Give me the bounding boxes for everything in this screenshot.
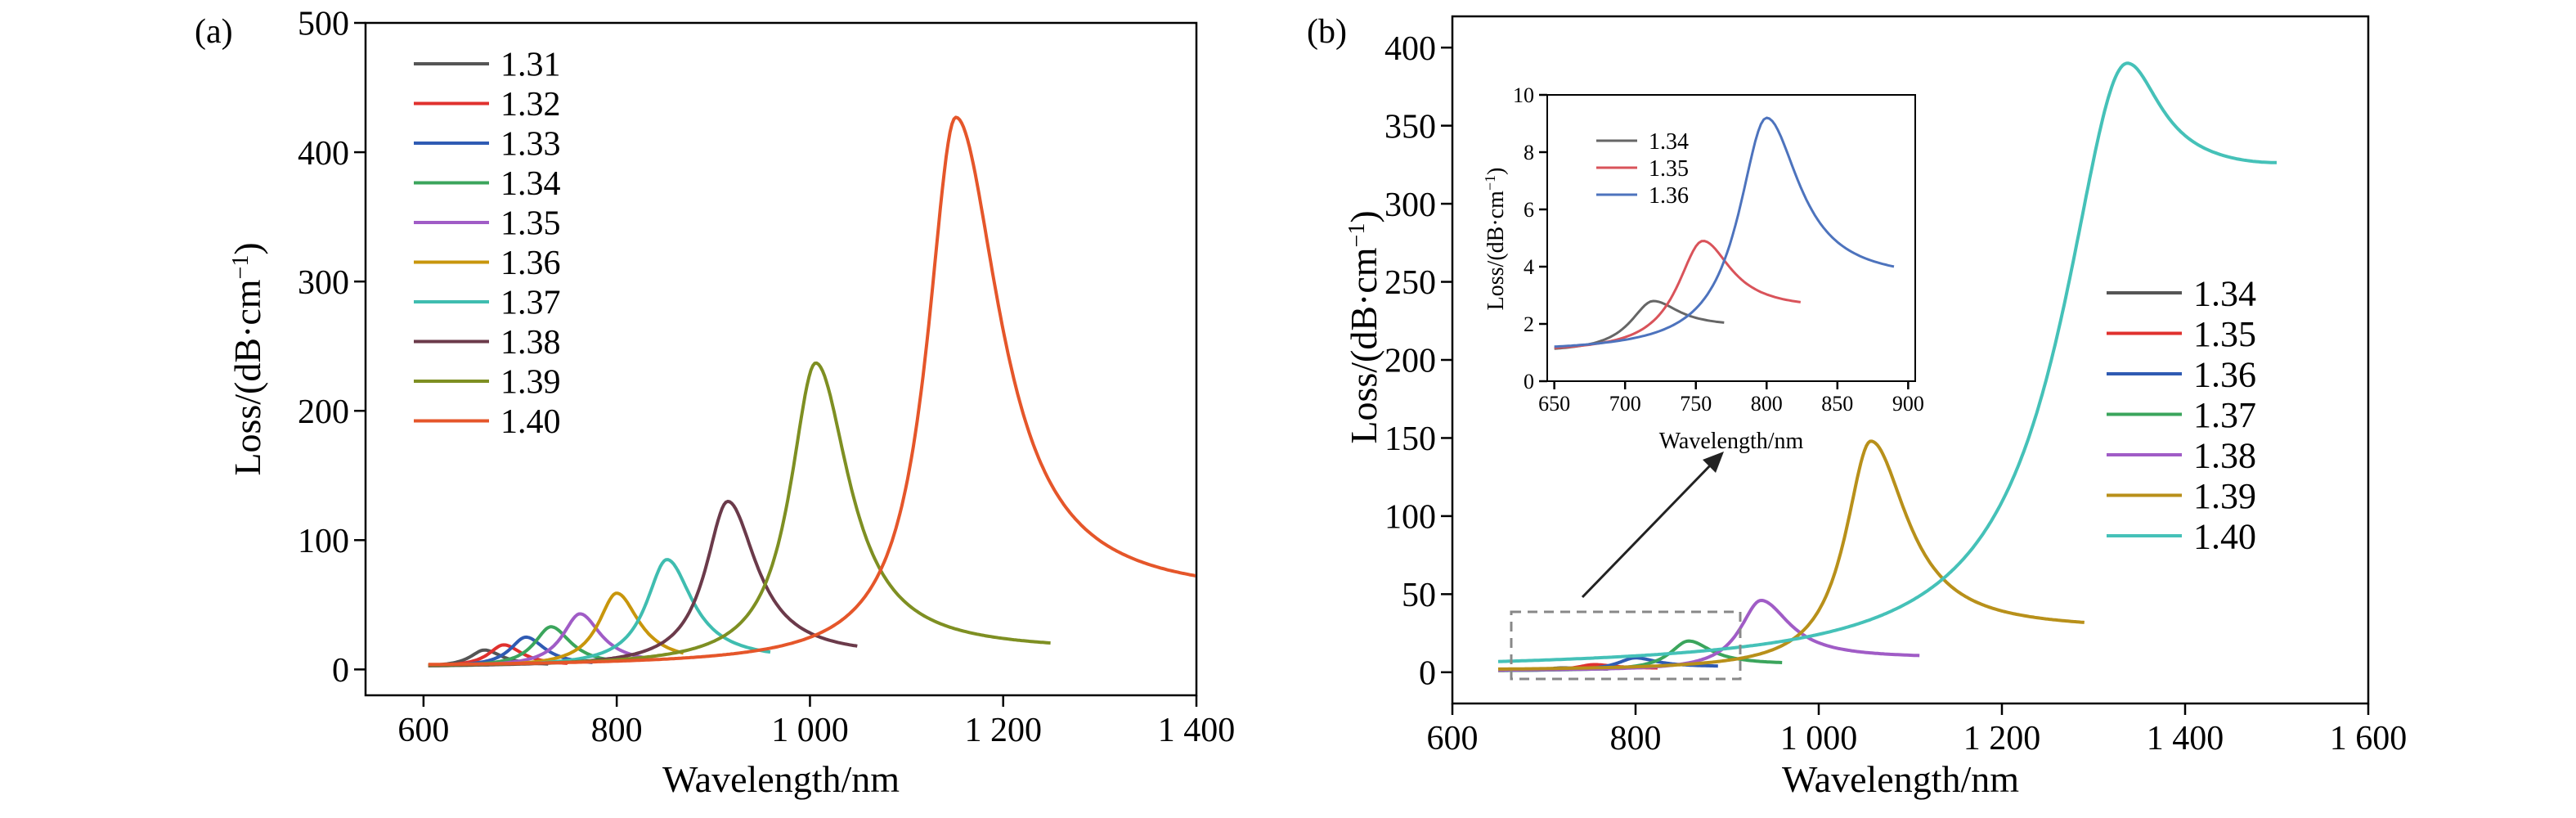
panel-a-ticks: 600 800 1 000 1 200 1 400 0 100 200 300 400 500 (298, 6, 1235, 749)
panel-a-legend-label: 1.36 (500, 245, 561, 282)
panel-a-y-tick-label: 100 (298, 523, 349, 560)
zoom-region-box (1510, 610, 1742, 681)
inset-x-axis-label: Wavelength/nm (1659, 429, 1804, 454)
inset-legend-label: 1.34 (1649, 129, 1689, 155)
inset-ticks: 650 700 750 800 850 900 0 2 4 6 8 10 (1513, 83, 1924, 416)
panel-b-y-axis-label: Loss/(dB·cm−1) (1343, 210, 1384, 443)
panel-b-series-line-1.40 (1497, 61, 2277, 663)
inset-chart: 650 700 750 800 850 900 0 2 4 6 8 10 1.341.351.36 W… (1482, 83, 1924, 454)
panel-b-legend: 1.341.351.361.371.381.391.40 (2107, 273, 2256, 556)
panel-b-y-tick-label: 150 (1384, 420, 1436, 458)
panel-a-label: (a) (195, 13, 233, 51)
panel-a-legend-label: 1.37 (500, 285, 561, 322)
panel-a-y-axis-label-sup: −1 (228, 255, 254, 280)
panel-b-legend-label: 1.39 (2193, 476, 2256, 516)
panel-b-x-tick-label: 1 400 (2147, 720, 2224, 757)
panel-b-label: (b) (1307, 13, 1347, 51)
panel-a-legend: 1.311.321.331.341.351.361.371.381.391.40 (414, 47, 561, 441)
panel-a-legend-label: 1.35 (500, 205, 561, 243)
inset-series (1554, 116, 1895, 350)
panel-a-x-tick-label: 800 (591, 712, 643, 749)
panel-a-x-tick-label: 600 (397, 712, 449, 749)
inset-y-tick-label: 6 (1524, 198, 1534, 222)
inset-legend-label: 1.36 (1649, 183, 1689, 209)
panel-a-y-tick-label: 0 (332, 652, 349, 690)
inset-legend: 1.341.351.36 (1596, 129, 1689, 209)
inset-x-tick-label: 850 (1821, 392, 1853, 416)
inset-legend-label: 1.35 (1649, 156, 1689, 182)
inset-x-tick-label: 900 (1892, 392, 1924, 416)
panel-b-x-tick-label: 1 600 (2330, 720, 2408, 757)
panel-b-series-line-1.39 (1497, 439, 2085, 671)
panel-b-legend-label: 1.35 (2193, 314, 2256, 354)
panel-a-y-tick-label: 400 (298, 135, 349, 173)
panel-b: (b) 600 800 1 000 1 200 1 400 1 6000501001502… (1307, 13, 2407, 800)
panel-b-x-tick-label: 600 (1427, 720, 1479, 757)
panel-a-legend-label: 1.32 (500, 86, 561, 124)
inset-y-axis-label-sup: −1 (1482, 175, 1498, 191)
inset-y-tick-label: 0 (1524, 370, 1534, 393)
panel-b-y-tick-label: 250 (1384, 264, 1436, 302)
panel-a-legend-label: 1.40 (500, 403, 561, 441)
panel-b-y-axis-label-close: ) (1343, 210, 1384, 222)
zoom-arrow-head (1703, 452, 1724, 473)
panel-a-x-axis-label: Wavelength/nm (662, 758, 900, 800)
panel-b-y-tick-label: 100 (1384, 499, 1436, 537)
panel-a-y-tick-label: 200 (298, 393, 349, 431)
panel-b-series (1497, 61, 2277, 672)
panel-a-y-tick-label: 300 (298, 264, 349, 302)
panel-a-y-axis-label-main: Loss/(dB·cm (227, 279, 268, 475)
inset-x-tick-label: 750 (1680, 392, 1712, 416)
panel-a-series (428, 115, 1196, 667)
panel-a-plot-frame (364, 21, 1198, 697)
panel-b-y-tick-label: 350 (1384, 108, 1436, 146)
panel-a: (a) 600 800 1 000 1 200 1 400 0 100 200 300 400 50… (195, 6, 1235, 800)
inset-x-tick-label: 800 (1751, 392, 1783, 416)
panel-b-y-tick-label: 50 (1402, 577, 1436, 614)
inset-y-axis-label-close: ) (1483, 168, 1509, 175)
panel-b-y-tick-label: 300 (1384, 187, 1436, 224)
panel-b-legend-label: 1.34 (2193, 273, 2256, 313)
panel-a-legend-label: 1.34 (500, 165, 561, 203)
inset-series-line-1.36 (1554, 116, 1895, 348)
panel-a-y-axis-label: Loss/(dB·cm−1) (227, 242, 268, 475)
panel-b-y-axis-label-main: Loss/(dB·cm (1343, 247, 1384, 443)
panel-a-legend-label: 1.31 (500, 47, 561, 84)
inset-y-tick-label: 8 (1524, 141, 1534, 164)
zoom-arrow-line (1581, 458, 1717, 599)
inset-y-axis-label-main: Loss/(dB·cm (1483, 191, 1509, 310)
panel-a-x-tick-label: 1 200 (964, 712, 1042, 749)
panel-a-legend-label: 1.33 (500, 126, 561, 164)
panel-b-x-axis-label: Wavelength/nm (1782, 758, 2019, 800)
inset-y-tick-label: 10 (1513, 83, 1534, 107)
inset-y-axis-label: Loss/(dB·cm−1) (1482, 168, 1509, 311)
panel-b-legend-label: 1.37 (2193, 395, 2256, 435)
panel-b-y-tick-label: 200 (1384, 343, 1436, 380)
panel-b-x-tick-label: 1 200 (1963, 720, 2041, 757)
inset-y-tick-label: 2 (1524, 312, 1534, 336)
panel-a-y-axis-label-close: ) (227, 242, 268, 254)
panel-a-series-line-1.40 (428, 115, 1196, 667)
panel-b-y-tick-label: 0 (1419, 655, 1436, 693)
panel-a-x-tick-label: 1 000 (771, 712, 849, 749)
panel-a-series-line-1.38 (428, 499, 858, 667)
panel-a-x-tick-label: 1 400 (1158, 712, 1236, 749)
panel-b-legend-label: 1.38 (2193, 435, 2256, 475)
panel-b-legend-label: 1.40 (2193, 516, 2256, 556)
panel-b-y-tick-label: 400 (1384, 30, 1436, 68)
panel-b-x-tick-label: 800 (1610, 720, 1662, 757)
inset-y-tick-label: 4 (1524, 255, 1534, 279)
panel-a-legend-label: 1.38 (500, 324, 561, 362)
inset-x-tick-label: 650 (1538, 392, 1570, 416)
inset-x-tick-label: 700 (1609, 392, 1641, 416)
panel-a-legend-label: 1.39 (500, 364, 561, 402)
panel-b-legend-label: 1.36 (2193, 354, 2256, 394)
panel-a-y-tick-label: 500 (298, 6, 349, 43)
panel-b-ticks: 600 800 1 000 1 200 1 400 1 60005010015020025… (1384, 30, 2407, 757)
panel-b-x-tick-label: 1 000 (1780, 720, 1858, 757)
panel-b-y-axis-label-sup: −1 (1344, 223, 1370, 248)
